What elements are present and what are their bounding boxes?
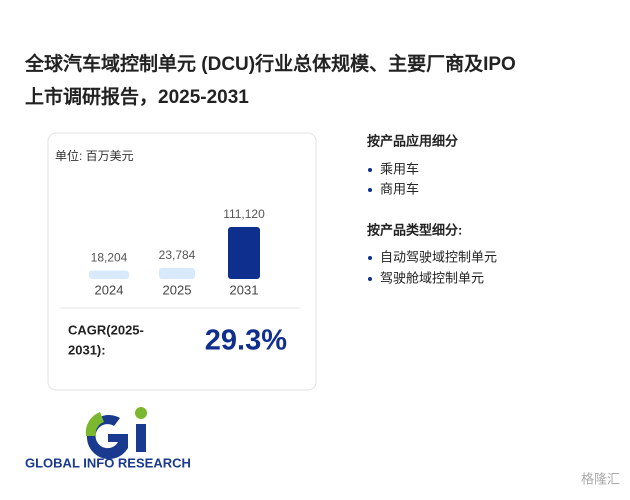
watermark: 格隆汇	[581, 471, 620, 486]
card	[47, 132, 317, 391]
unit-label: 单位: 百万美元	[55, 148, 134, 163]
cagr-label: 2031):	[68, 342, 106, 357]
bullet	[368, 277, 372, 281]
section-title: 按产品应用细分	[367, 133, 458, 148]
list-item: 商用车	[380, 181, 419, 196]
list-item: 自动驾驶域控制单元	[380, 249, 497, 264]
title-line: 上市调研报告，2025-2031	[25, 85, 249, 108]
logo-text: GLOBAL INFO RESEARCH	[25, 455, 191, 470]
bar	[228, 227, 260, 279]
bullet	[368, 256, 372, 260]
cagr-label: CAGR(2025-	[68, 322, 144, 337]
bar	[159, 267, 195, 279]
value-label: 18,204	[91, 251, 128, 265]
logo-g-accent	[85, 412, 104, 436]
value-label: 111,120	[223, 207, 265, 221]
title-line: 全球汽车域控制单元 (DCU)行业总体规模、主要厂商及IPO	[24, 52, 516, 75]
value-label: 23,784	[159, 248, 196, 262]
section-title: 按产品类型细分:	[367, 222, 462, 237]
x-tick-label: 2024	[95, 282, 124, 297]
x-tick-label: 2025	[163, 282, 192, 297]
list-item: 驾驶舱域控制单元	[380, 270, 484, 285]
list-item: 乘用车	[380, 161, 419, 176]
logo: GLOBAL INFO RESEARCH	[25, 407, 191, 470]
logo-i	[136, 424, 146, 452]
logo-dot	[135, 407, 147, 419]
cagr-value: 29.3%	[205, 325, 287, 357]
bar	[89, 270, 129, 279]
x-tick-label: 2031	[230, 282, 259, 297]
bullet	[368, 188, 372, 192]
bullet	[368, 168, 372, 172]
